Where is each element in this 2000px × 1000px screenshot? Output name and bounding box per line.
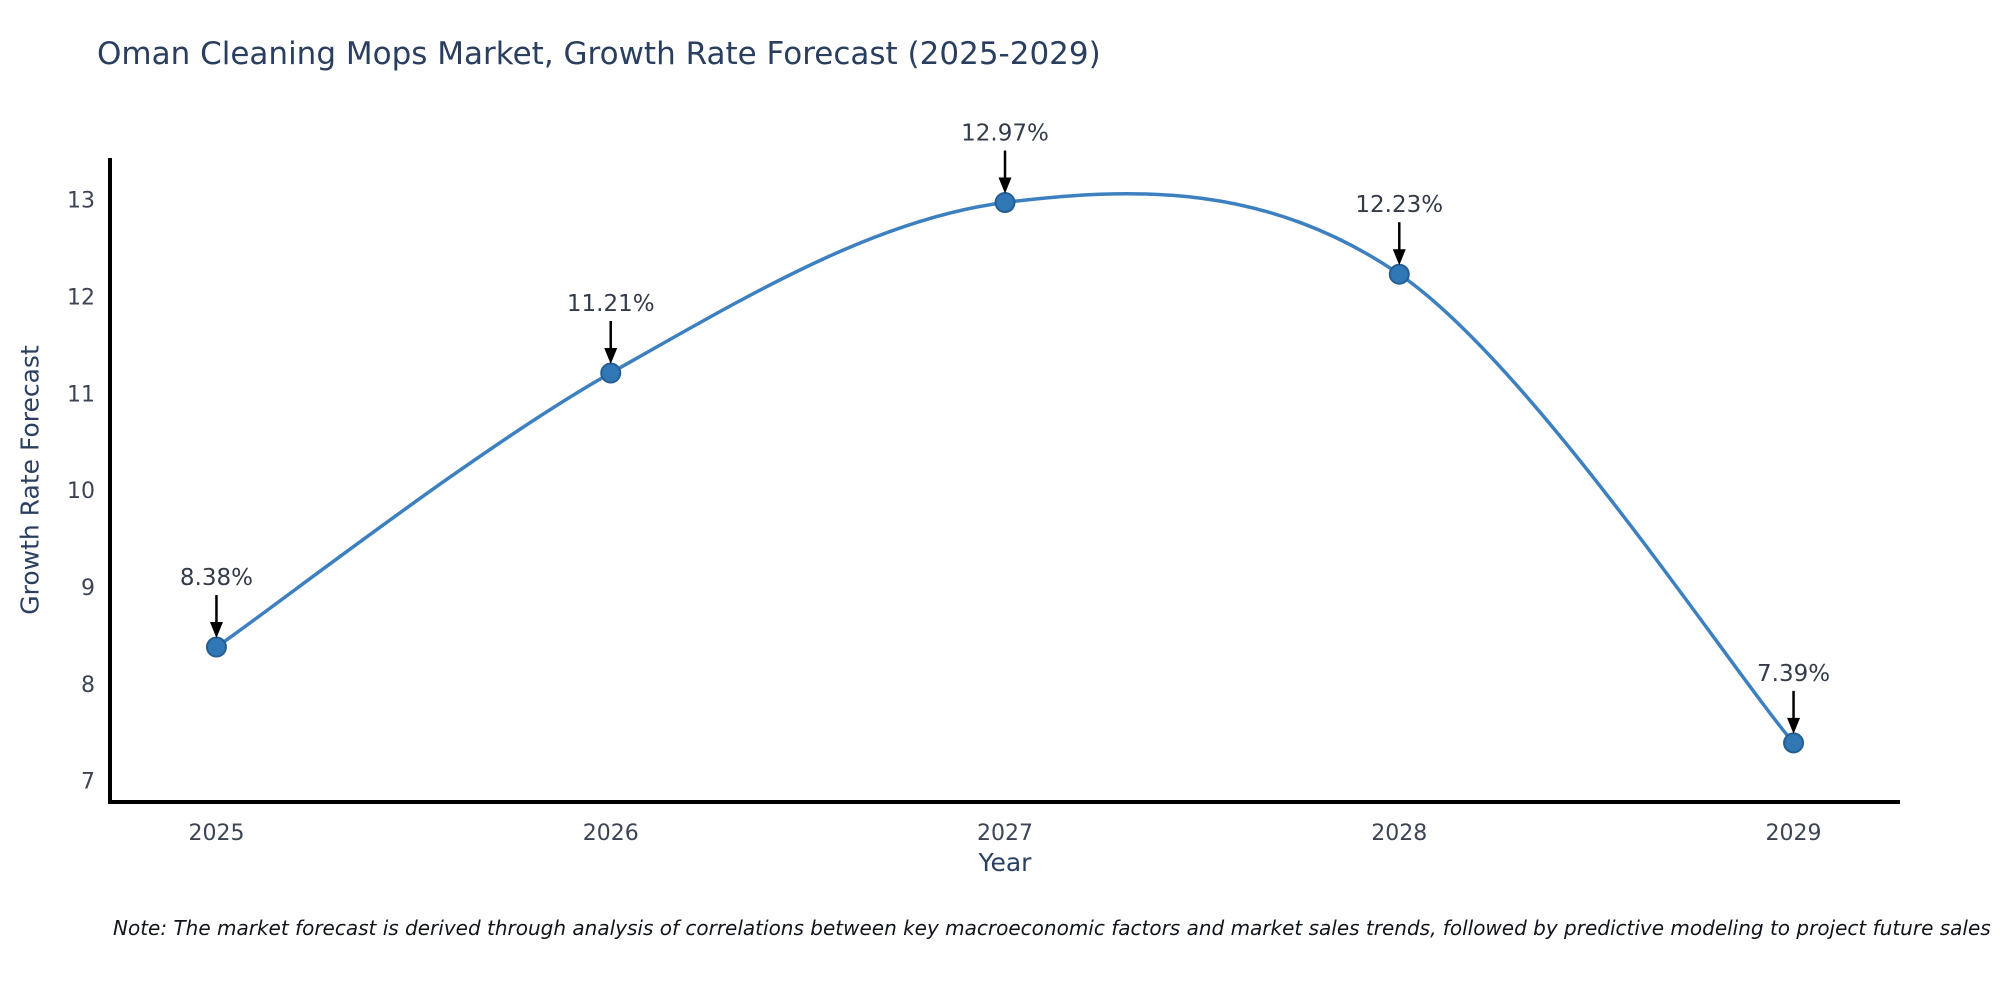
footnote: Note: The market forecast is derived thr… [113,916,1991,940]
annotation-arrow-head [1787,717,1801,734]
y-tick-label: 9 [81,576,95,601]
y-tick-label: 8 [81,673,95,698]
data-point-label: 7.39% [1757,661,1830,687]
data-point-label: 12.23% [1355,192,1443,218]
annotation-arrow-head [998,177,1012,194]
x-tick-label: 2028 [1371,821,1427,846]
y-tick-label: 13 [67,189,95,214]
data-point-marker [1783,732,1805,754]
y-tick-label: 12 [67,285,95,310]
x-tick-label: 2027 [977,821,1033,846]
y-tick-label: 11 [67,382,95,407]
data-point-marker [994,192,1016,214]
chart-title: Oman Cleaning Mops Market, Growth Rate F… [97,36,1101,72]
data-point-label: 12.97% [961,121,1049,147]
data-point-label: 8.38% [180,565,253,591]
x-tick-label: 2029 [1766,821,1822,846]
annotation-arrow-head [604,347,618,364]
y-tick-label: 10 [67,479,95,504]
x-tick-label: 2025 [188,821,244,846]
annotation-arrow-head [209,622,223,639]
data-point-marker [1388,263,1410,285]
trend-line [214,192,1796,745]
data-point-marker [205,636,227,658]
y-tick-label: 7 [81,770,95,795]
annotation-arrow-head [1392,249,1406,266]
data-point-label: 11.21% [567,291,655,317]
x-axis-title: Year [978,848,1032,877]
data-point-marker [600,362,622,384]
x-tick-label: 2026 [583,821,639,846]
